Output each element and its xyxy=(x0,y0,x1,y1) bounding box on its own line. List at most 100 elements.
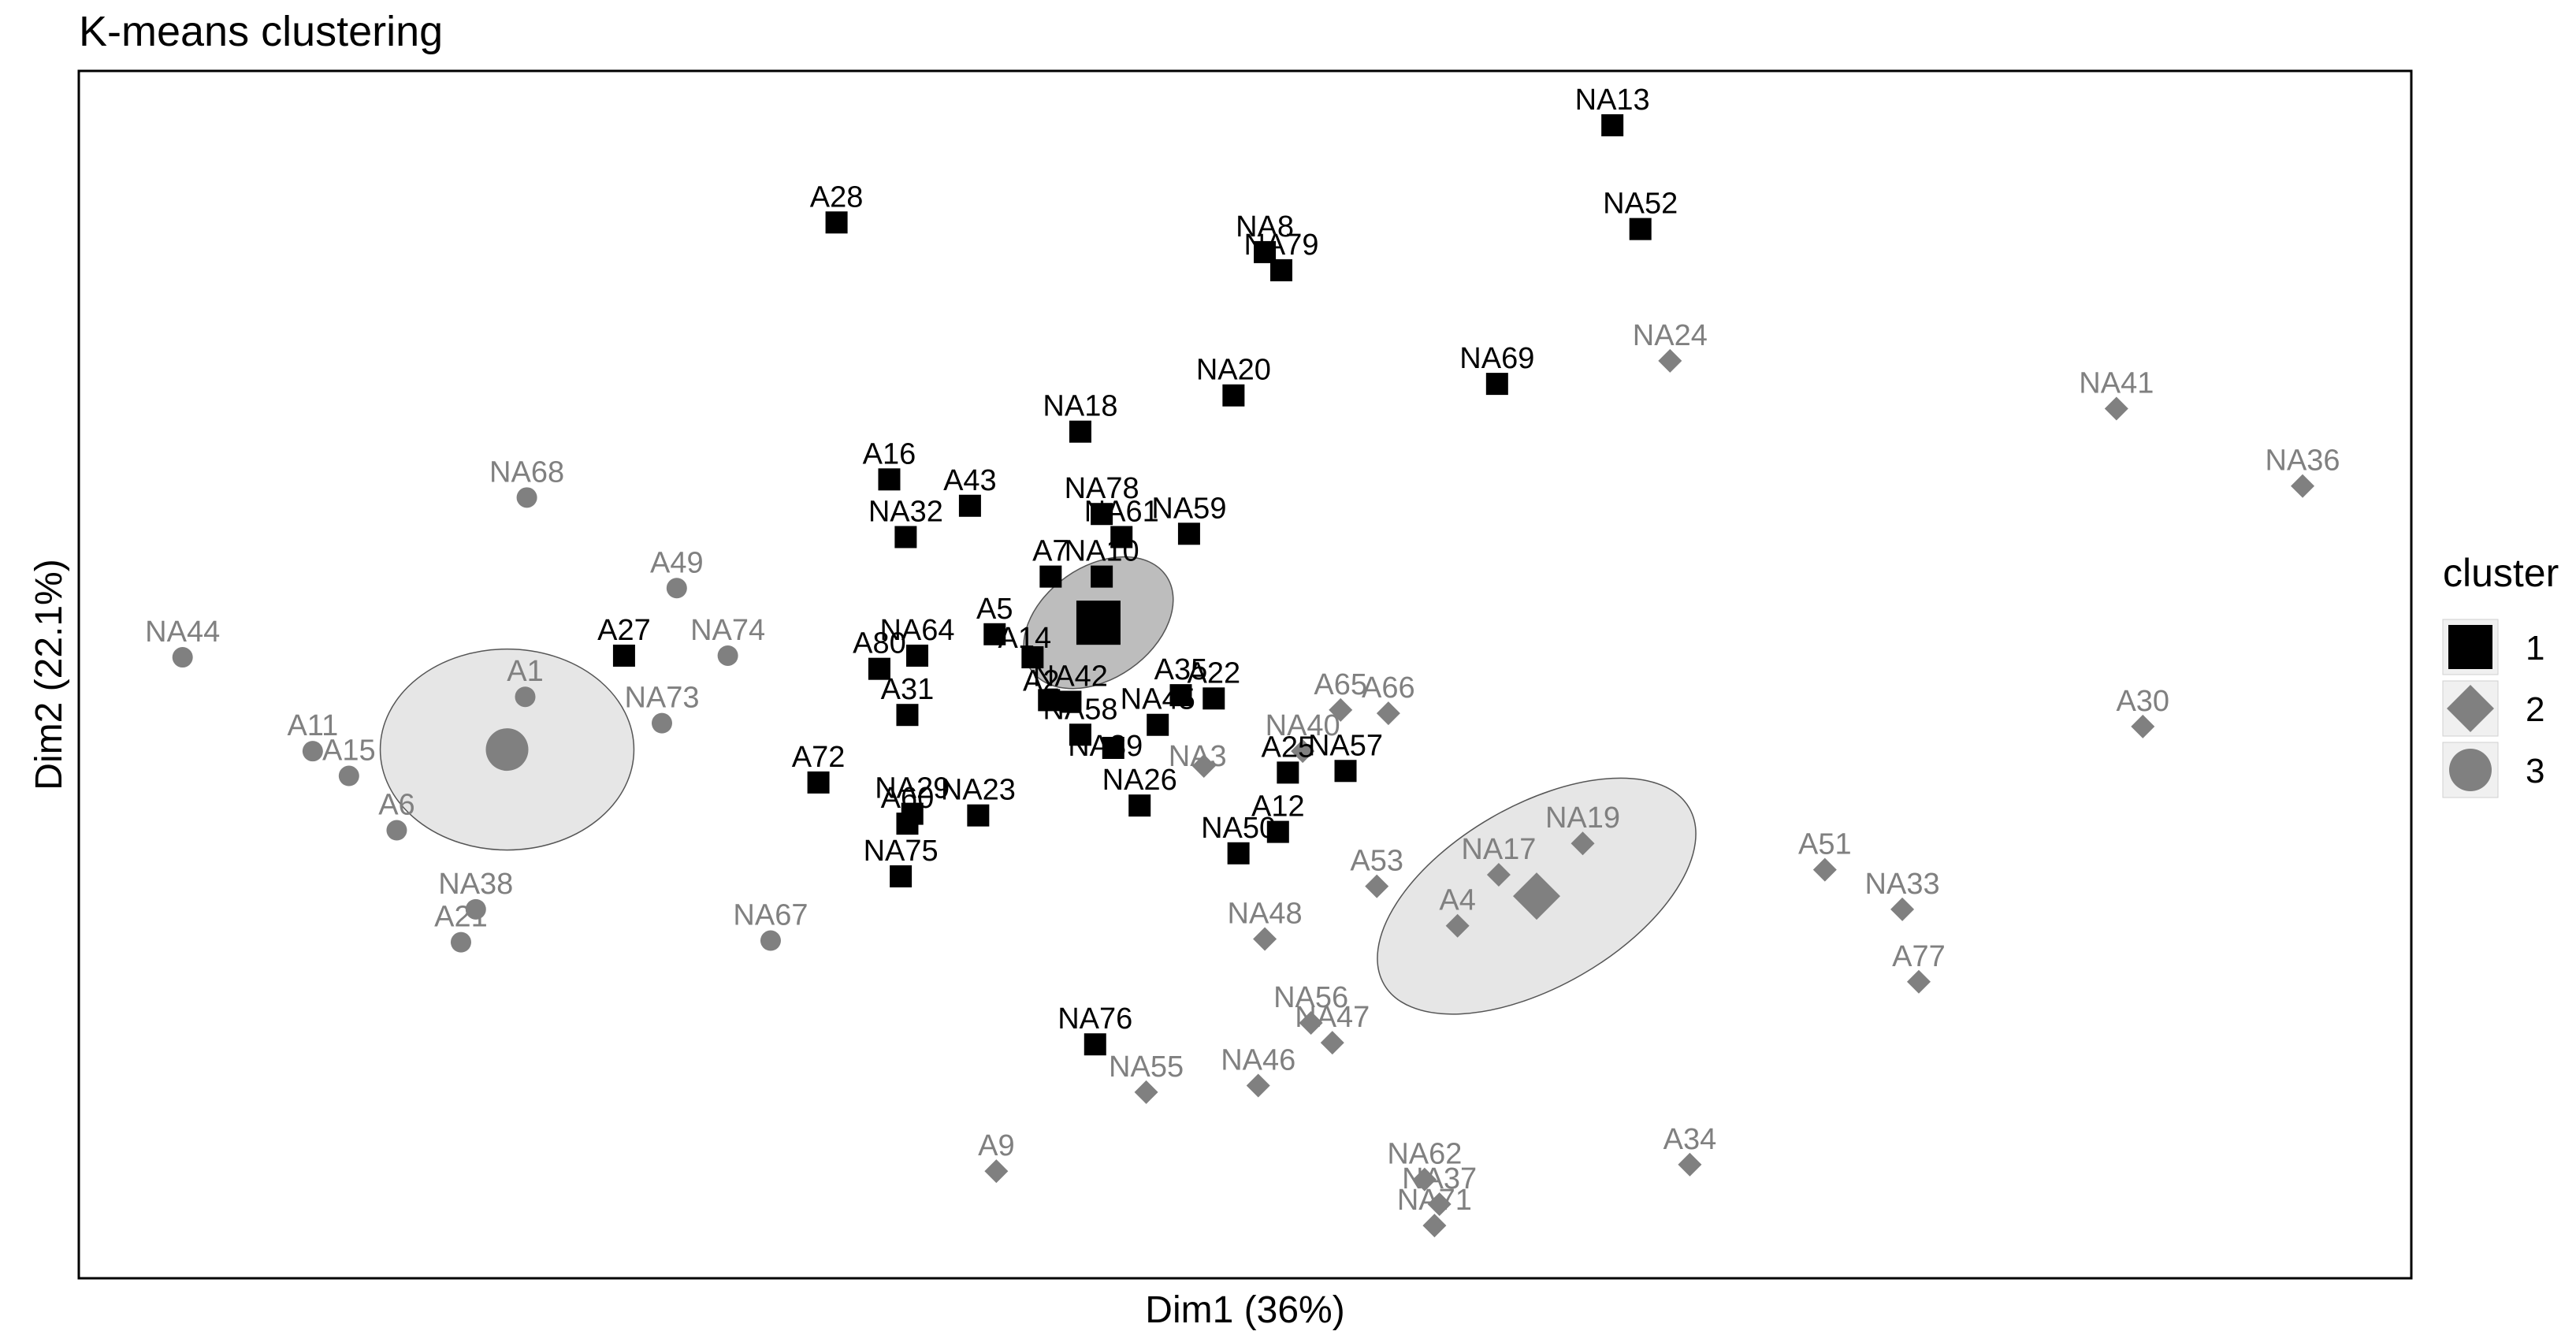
point-label-na29: NA29 xyxy=(875,772,950,805)
point-label-na10: NA10 xyxy=(1065,535,1139,568)
point-na57 xyxy=(1334,760,1357,783)
point-na47 xyxy=(1320,1031,1344,1055)
point-label-na62: NA62 xyxy=(1387,1138,1462,1171)
point-label-a11: A11 xyxy=(287,709,338,742)
point-a53 xyxy=(1365,874,1389,898)
point-na36 xyxy=(2291,474,2315,498)
point-label-na48: NA48 xyxy=(1228,897,1303,930)
data-points xyxy=(172,113,2315,1238)
legend-marker-3 xyxy=(2449,749,2492,791)
point-label-a9: A9 xyxy=(978,1129,1014,1162)
point-na19 xyxy=(1571,831,1595,856)
point-na33 xyxy=(1890,897,1915,921)
point-label-a49: A49 xyxy=(650,546,704,579)
point-label-na47: NA47 xyxy=(1295,1001,1370,1034)
point-label-na56: NA56 xyxy=(1273,981,1348,1014)
cluster-2-centroid xyxy=(1513,872,1560,920)
point-na20 xyxy=(1222,384,1245,407)
point-label-na76: NA76 xyxy=(1058,1002,1132,1036)
point-na45 xyxy=(1147,713,1169,736)
point-label-a21: A21 xyxy=(434,901,488,934)
point-na62 xyxy=(1412,1167,1437,1192)
point-label-a6: A6 xyxy=(378,789,414,822)
point-label-na52: NA52 xyxy=(1603,188,1678,221)
y-axis-label: Dim2 (22.1%) xyxy=(28,559,70,790)
point-na58 xyxy=(1069,723,1091,746)
point-na46 xyxy=(1246,1073,1270,1098)
point-label-na8: NA8 xyxy=(1236,210,1294,244)
point-a31 xyxy=(896,704,919,727)
point-label-a31: A31 xyxy=(881,673,935,706)
cluster-1-centroid xyxy=(1076,601,1121,645)
point-label-na71: NA71 xyxy=(1397,1184,1472,1217)
point-label-na41: NA41 xyxy=(2079,366,2154,400)
point-label-na73: NA73 xyxy=(624,682,699,715)
point-a11 xyxy=(302,741,323,762)
point-label-na78: NA78 xyxy=(1065,472,1139,505)
cluster-centroids xyxy=(485,601,1560,920)
point-a43 xyxy=(958,494,981,517)
point-a5 xyxy=(983,623,1006,645)
point-a66 xyxy=(1376,701,1400,726)
point-na42 xyxy=(1059,690,1082,713)
point-na41 xyxy=(2104,396,2128,421)
point-a15 xyxy=(338,765,359,786)
point-label-na37: NA37 xyxy=(1402,1162,1477,1196)
point-label-na42: NA42 xyxy=(1033,660,1108,693)
point-label-a51: A51 xyxy=(1798,828,1852,861)
point-na56 xyxy=(1299,1011,1323,1036)
point-label-a65: A65 xyxy=(1314,668,1367,701)
point-label-a22: A22 xyxy=(1187,656,1240,690)
point-na23 xyxy=(967,804,990,827)
point-na55 xyxy=(1134,1080,1158,1104)
point-a49 xyxy=(666,578,687,599)
point-na3 xyxy=(1191,753,1216,778)
point-label-na79: NA79 xyxy=(1243,229,1318,262)
point-label-a35: A35 xyxy=(1154,653,1208,686)
point-label-na45: NA45 xyxy=(1121,683,1195,716)
point-label-a4: A4 xyxy=(1439,884,1475,917)
point-label-na17: NA17 xyxy=(1461,833,1536,866)
point-label-a28: A28 xyxy=(810,180,864,214)
point-na67 xyxy=(760,930,781,951)
point-label-na26: NA26 xyxy=(1102,764,1177,797)
point-na79 xyxy=(1269,258,1292,281)
point-label-a27: A27 xyxy=(597,614,651,647)
legend-marker-1 xyxy=(2448,625,2492,669)
point-label-na44: NA44 xyxy=(145,615,220,649)
point-na69 xyxy=(1485,373,1508,396)
point-label-na57: NA57 xyxy=(1308,729,1383,762)
point-na38 xyxy=(465,898,486,920)
point-a65 xyxy=(1329,697,1353,722)
point-label-a12: A12 xyxy=(1251,790,1305,824)
point-a1 xyxy=(515,686,536,708)
point-label-na19: NA19 xyxy=(1545,801,1620,835)
point-na17 xyxy=(1486,862,1511,887)
point-label-a1: A1 xyxy=(507,655,543,688)
point-a51 xyxy=(1812,857,1837,882)
point-na18 xyxy=(1069,420,1091,443)
point-na75 xyxy=(890,865,913,888)
point-label-na18: NA18 xyxy=(1043,390,1117,423)
point-label-na55: NA55 xyxy=(1109,1051,1184,1084)
point-label-a53: A53 xyxy=(1350,845,1403,878)
chart-title: K-means clustering xyxy=(79,8,443,55)
point-na37 xyxy=(1427,1192,1452,1216)
point-label-na67: NA67 xyxy=(733,899,808,932)
point-label-a14: A14 xyxy=(998,622,1052,655)
point-a22 xyxy=(1203,687,1225,710)
point-label-a15: A15 xyxy=(322,734,376,768)
point-label-na61: NA61 xyxy=(1084,495,1159,528)
point-label-na75: NA75 xyxy=(864,835,939,868)
point-a16 xyxy=(878,468,901,491)
point-na64 xyxy=(906,644,929,667)
point-a7 xyxy=(1039,565,1062,588)
legend-title: cluster xyxy=(2443,551,2559,595)
point-label-na13: NA13 xyxy=(1575,84,1650,117)
point-na73 xyxy=(652,712,672,734)
legend-label-2: 2 xyxy=(2526,690,2544,729)
point-a9 xyxy=(984,1159,1009,1184)
legend: cluster 1 2 3 xyxy=(2442,551,2559,798)
